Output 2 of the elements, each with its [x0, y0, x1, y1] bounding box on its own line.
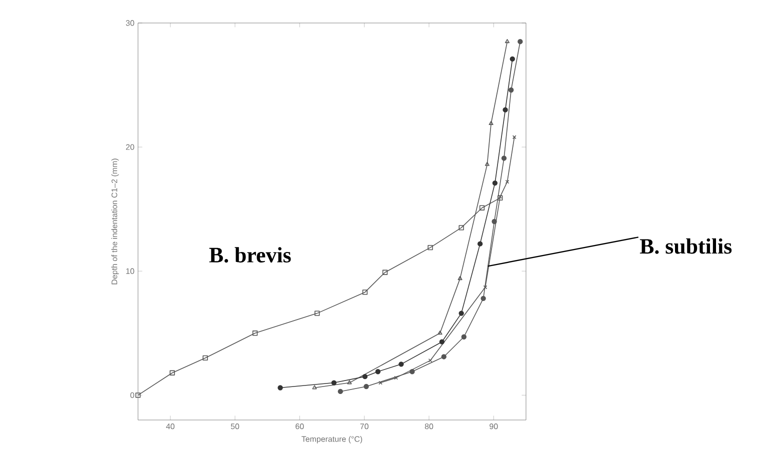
annotation: B. brevis — [209, 247, 291, 263]
annotation: B. subtilis — [640, 238, 732, 254]
